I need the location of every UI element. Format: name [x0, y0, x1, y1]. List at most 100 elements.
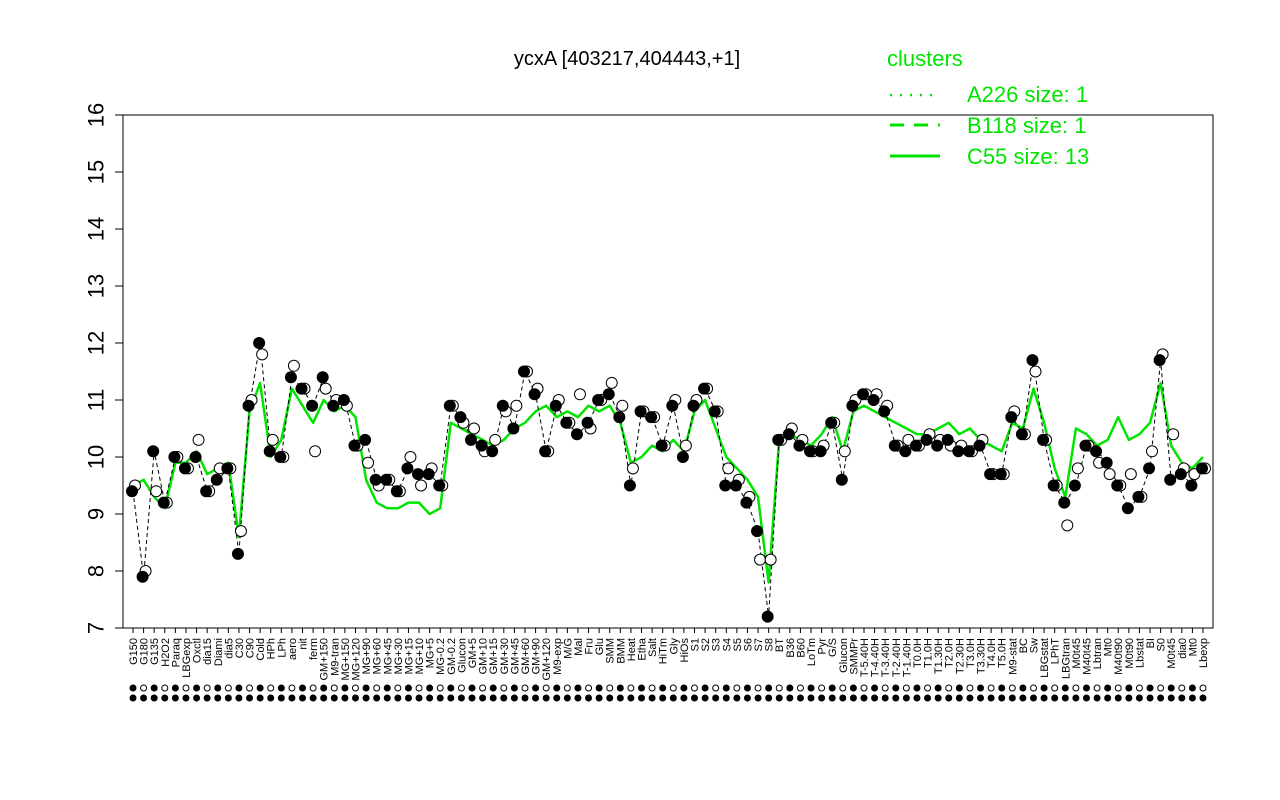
x-axis-marker: [415, 684, 423, 692]
x-axis-marker: [892, 694, 900, 702]
x-axis-marker: [1093, 684, 1101, 692]
plot-border: [122, 114, 1214, 629]
x-axis-marker: [532, 694, 540, 702]
data-point-filled: [337, 394, 350, 406]
y-tick-label: 15: [84, 160, 109, 184]
data-point-filled: [231, 547, 244, 560]
x-axis-marker: [1157, 684, 1165, 692]
x-tick-label: Pyr: [817, 638, 829, 655]
x-axis-marker: [849, 694, 857, 702]
x-axis-marker: [320, 694, 328, 702]
x-axis-marker: [140, 694, 148, 702]
x-tick-label: S1: [689, 638, 701, 651]
x-axis-marker: [362, 694, 370, 702]
x-axis-marker: [945, 694, 953, 702]
data-point-filled: [1153, 354, 1166, 367]
data-point-filled: [306, 399, 319, 412]
data-point-filled: [941, 433, 954, 446]
x-axis-marker: [743, 694, 751, 702]
plot-area: [122, 114, 1214, 629]
data-point-open: [234, 525, 247, 538]
x-axis-marker: [722, 684, 730, 692]
data-point-open: [415, 479, 428, 492]
data-point-open: [266, 433, 279, 446]
data-point-filled: [178, 462, 191, 475]
x-axis-marker: [140, 684, 148, 692]
x-axis-marker: [341, 684, 349, 692]
x-axis-marker: [383, 684, 391, 692]
data-point-filled: [157, 496, 170, 509]
x-axis-marker: [1135, 694, 1143, 702]
data-point-filled: [920, 433, 933, 446]
x-tick-label: Paraq: [170, 638, 182, 667]
data-point-filled: [1058, 496, 1071, 509]
data-point-open: [404, 451, 417, 463]
x-axis-marker: [871, 684, 879, 692]
data-point-filled: [422, 468, 435, 481]
x-axis-marker: [1104, 694, 1112, 702]
x-axis-marker: [277, 694, 285, 702]
y-tick-label: 11: [84, 389, 109, 412]
x-tick-label: G150: [128, 638, 140, 665]
x-tick-label: T4.0H: [986, 638, 998, 668]
data-point-open: [287, 359, 300, 372]
data-point-filled: [433, 479, 446, 492]
x-axis-marker: [203, 684, 211, 692]
data-point-open: [573, 388, 586, 401]
data-point-filled: [507, 422, 520, 435]
data-point-filled: [570, 428, 583, 441]
data-point-filled: [1005, 411, 1018, 424]
x-axis-marker: [690, 684, 698, 692]
data-point-filled: [168, 451, 181, 463]
x-tick-label: M0t45: [1166, 638, 1178, 669]
x-axis-marker: [330, 694, 338, 702]
x-axis-marker: [288, 694, 296, 702]
data-point-open: [150, 485, 163, 498]
x-axis-marker: [309, 694, 317, 702]
x-tick-label: Lbstat: [1134, 638, 1146, 668]
x-axis-marker: [1178, 694, 1186, 702]
x-tick-label: B60: [795, 638, 807, 658]
series-line-0: [132, 381, 1204, 584]
data-point-filled: [284, 371, 297, 384]
x-axis-marker: [320, 684, 328, 692]
data-point-open: [679, 439, 692, 452]
x-axis-marker: [1178, 684, 1186, 692]
x-tick-label: Glucon: [456, 638, 468, 673]
x-axis-marker: [659, 694, 667, 702]
x-tick-label: GM+10: [478, 638, 490, 674]
x-tick-label: G135: [149, 638, 161, 665]
x-axis-marker: [447, 684, 455, 692]
x-axis-marker: [680, 684, 688, 692]
x-tick-label: G/S: [827, 638, 839, 657]
x-axis-marker: [712, 684, 720, 692]
x-tick-label: B36: [785, 638, 797, 658]
data-point-filled: [560, 416, 573, 429]
x-tick-label: Diami: [213, 638, 225, 666]
data-point-filled: [200, 485, 213, 498]
x-tick-label: BI: [1145, 638, 1157, 648]
x-axis-marker: [373, 684, 381, 692]
data-point-filled: [1015, 428, 1028, 441]
x-axis-marker: [966, 684, 974, 692]
x-tick-label: Cold: [255, 638, 267, 661]
x-axis-marker: [913, 694, 921, 702]
x-tick-label: Etha: [637, 637, 649, 661]
x-tick-label: T5.0H: [997, 638, 1009, 668]
x-axis-marker: [542, 684, 550, 692]
x-axis-marker: [468, 684, 476, 692]
x-axis-marker: [426, 684, 434, 692]
data-point-open: [256, 348, 269, 361]
x-tick-label: S3: [711, 638, 723, 651]
x-axis-marker: [1040, 694, 1048, 702]
x-tick-label: GM+60: [520, 638, 532, 674]
data-point-open: [616, 399, 629, 412]
x-axis-marker: [754, 694, 762, 702]
data-point-open: [1167, 428, 1180, 441]
data-point-filled: [592, 394, 605, 406]
x-axis-marker: [881, 684, 889, 692]
data-point-filled: [613, 411, 626, 424]
x-tick-label: HiOs: [679, 638, 691, 663]
x-tick-label: MG+150: [340, 638, 352, 681]
x-axis-marker: [585, 684, 593, 692]
